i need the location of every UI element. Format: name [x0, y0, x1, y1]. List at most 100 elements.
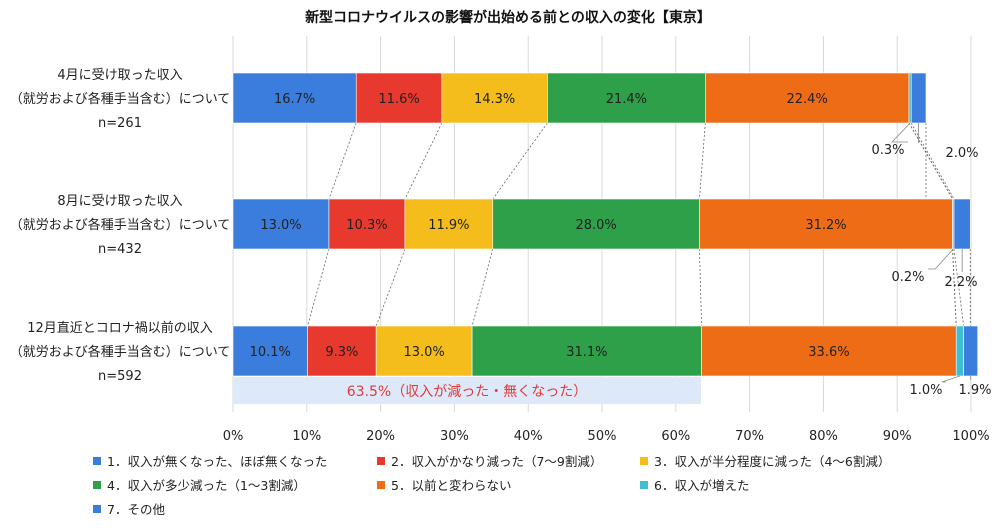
chart-title: 新型コロナウイルスの影響が出始める前との収入の変化【東京】: [305, 9, 711, 26]
category-label: n=261: [98, 116, 142, 131]
connector-line: [699, 248, 703, 327]
callout-label-other: 2.2%: [944, 275, 977, 290]
callout-line: [941, 375, 961, 383]
x-tick-label: 90%: [883, 429, 912, 444]
x-tick-label: 60%: [661, 429, 690, 444]
legend-label: 2．収入がかなり減った（7～9割減）: [391, 454, 602, 469]
decrease-note: 63.5%（収入が減った・無くなった）: [233, 377, 701, 404]
legend-label: 7．その他: [107, 502, 165, 517]
bar-value-label: 10.3%: [346, 218, 387, 233]
legend-swatch: [93, 457, 101, 465]
bar-segment: [492, 198, 700, 250]
bar-value-label: 11.6%: [378, 92, 419, 107]
bar-segment: [953, 198, 971, 250]
bar-segment: [355, 72, 443, 124]
legend-swatch: [93, 481, 101, 489]
bar-segment: [404, 198, 494, 250]
legend-label: 6．収入が増えた: [654, 478, 749, 493]
x-tick-label: 20%: [366, 429, 395, 444]
callout-label-other: 1.9%: [958, 383, 991, 398]
category-label: n=592: [98, 369, 142, 384]
bar-value-label: 16.7%: [274, 92, 315, 107]
bar-segment: [908, 72, 912, 124]
connector-line: [375, 248, 406, 327]
decrease-note-text: 63.5%（収入が減った・無くなった）: [347, 383, 587, 400]
bar-segment: [955, 325, 964, 377]
bar-value-label: 22.4%: [787, 92, 828, 107]
bar-segment: [471, 325, 702, 377]
connector-line: [953, 248, 965, 327]
legend-label: 4．収入が多少減った（1～3割減）: [107, 478, 306, 493]
category-label: n=432: [98, 242, 142, 257]
bar-segment: [232, 198, 330, 250]
x-tick-label: 0%: [223, 429, 244, 444]
connector-line: [699, 122, 706, 200]
legend-label: 1．収入が無くなった、ほぼ無くなった: [107, 454, 327, 469]
bar-value-label: 11.9%: [428, 218, 469, 233]
bar-value-label: 28.0%: [575, 218, 616, 233]
callout-line: [928, 248, 954, 270]
bar-value-label: 31.1%: [566, 345, 607, 360]
bar-segment: [910, 72, 927, 124]
small-value-callouts: 0.3% 2.0% 0.2% 2.2% 1.0% 1.9%: [871, 122, 992, 398]
bar-segment: [328, 198, 406, 250]
bar-segment: [307, 325, 377, 377]
bar-segment: [232, 72, 357, 124]
connector-line: [307, 248, 330, 327]
callout-label-other: 2.0%: [945, 146, 978, 161]
bar-segment: [547, 72, 706, 124]
legend-swatch: [640, 457, 648, 465]
category-label: 4月に受け取った収入: [57, 68, 182, 83]
bar-value-label: 21.4%: [606, 92, 647, 107]
bar-value-label: 13.0%: [260, 218, 301, 233]
bar-segment: [701, 325, 957, 377]
legend-label: 3．収入が半分程度に減った（4～6割減）: [654, 454, 890, 469]
legend-label: 5．以前と変わらない: [391, 478, 511, 493]
callout-label-increased: 0.2%: [891, 270, 924, 285]
connector-line: [908, 122, 953, 200]
connector-lines: [307, 122, 971, 327]
x-tick-label: 50%: [588, 429, 617, 444]
decrease-note-box: [233, 377, 701, 404]
bar-segment: [441, 72, 548, 124]
category-label: 8月に受け取った収入: [57, 194, 182, 209]
connector-line: [492, 122, 548, 200]
connector-line: [952, 248, 957, 327]
connector-line: [404, 122, 443, 200]
x-tick-label: 80%: [809, 429, 838, 444]
legend: 1．収入が無くなった、ほぼ無くなった 2．収入がかなり減った（7～9割減） 3．収入…: [93, 454, 890, 517]
category-label: （就労および各種手当含む）について: [10, 217, 231, 233]
bar-value-label: 13.0%: [403, 345, 444, 360]
callout-label-increased: 0.3%: [871, 143, 904, 158]
x-axis-ticks: 0% 10% 20% 30% 40% 50% 60% 70% 80% 90% 100%: [223, 429, 990, 444]
bar-value-label: 9.3%: [325, 345, 358, 360]
legend-swatch: [377, 457, 385, 465]
connector-line: [328, 122, 357, 200]
bar-segment: [232, 325, 308, 377]
legend-swatch: [377, 481, 385, 489]
callout-line: [891, 122, 911, 143]
bar-segment: [963, 325, 978, 377]
x-tick-label: 10%: [292, 429, 321, 444]
bar-segment: [699, 198, 953, 250]
bar-segments: 16.7% 11.6% 14.3% 21.4% 22.4% 13.0% 10.3% 11.9%…: [232, 72, 978, 377]
x-tick-label: 70%: [735, 429, 764, 444]
legend-swatch: [640, 481, 648, 489]
category-label: 12月直近とコロナ禍以前の収入: [27, 320, 213, 336]
x-tick-label: 40%: [514, 429, 543, 444]
connector-line: [910, 122, 955, 200]
bar-value-label: 10.1%: [250, 345, 291, 360]
bar-segment: [375, 325, 473, 377]
legend-swatch: [93, 505, 101, 513]
category-label: （就労および各種手当含む）について: [10, 91, 231, 107]
bar-value-label: 31.2%: [805, 218, 846, 233]
category-labels: 4月に受け取った収入 （就労および各種手当含む）について n=261 8月に受け取った…: [10, 68, 231, 384]
bar-value-label: 14.3%: [474, 92, 515, 107]
x-tick-label: 30%: [440, 429, 469, 444]
bar-value-label: 33.6%: [808, 345, 849, 360]
connector-line: [471, 248, 494, 327]
x-tick-label: 100%: [952, 429, 989, 444]
callout-label-increased: 1.0%: [909, 383, 942, 398]
category-label: （就労および各種手当含む）について: [10, 344, 231, 360]
